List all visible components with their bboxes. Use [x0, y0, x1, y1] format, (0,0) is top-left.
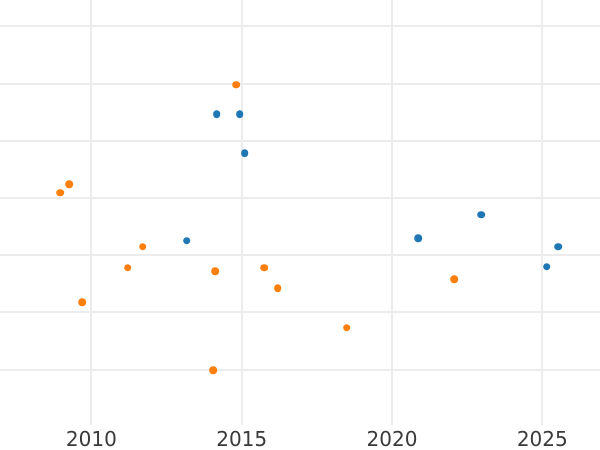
x-tick-label: 2025	[516, 427, 568, 450]
scatter-point-orange-series	[209, 366, 217, 374]
scatter-point-orange-series	[273, 284, 282, 293]
scatter-point-blue-series	[240, 149, 249, 158]
gridline-horizontal	[0, 254, 600, 257]
scatter-point-orange-series	[123, 263, 132, 272]
scatter-point-blue-series	[554, 242, 562, 251]
scatter-point-orange-series	[260, 263, 269, 272]
scatter-point-blue-series	[542, 262, 551, 271]
gridline-vertical	[240, 0, 243, 425]
gridline-vertical	[90, 0, 93, 425]
scatter-point-orange-series	[342, 323, 351, 332]
scatter-point-blue-series	[477, 210, 485, 219]
gridline-horizontal	[0, 82, 600, 85]
plot-area	[0, 0, 600, 425]
gridline-horizontal	[0, 368, 600, 371]
scatter-point-orange-series	[450, 275, 458, 283]
scatter-point-blue-series	[236, 110, 244, 119]
scatter-point-orange-series	[65, 180, 74, 188]
gridline-horizontal	[0, 25, 600, 28]
scatter-point-blue-series	[182, 237, 191, 245]
x-axis: 2010 2015 2020 2025	[0, 425, 600, 450]
gridline-vertical	[541, 0, 544, 425]
scatter-point-orange-series	[56, 188, 64, 197]
scatter-point-orange-series	[232, 80, 241, 89]
x-tick-label: 2010	[65, 427, 117, 450]
scatter-point-blue-series	[212, 110, 221, 119]
scatter-point-orange-series	[211, 267, 219, 275]
x-tick-label: 2015	[216, 427, 268, 450]
gridline-horizontal	[0, 196, 600, 199]
gridline-vertical	[390, 0, 393, 425]
scatter-point-blue-series	[414, 234, 422, 242]
scatter-point-orange-series	[138, 242, 147, 251]
gridline-horizontal	[0, 139, 600, 142]
x-tick-label: 2020	[366, 427, 418, 450]
scatter-point-orange-series	[78, 298, 86, 306]
gridline-horizontal	[0, 311, 600, 314]
